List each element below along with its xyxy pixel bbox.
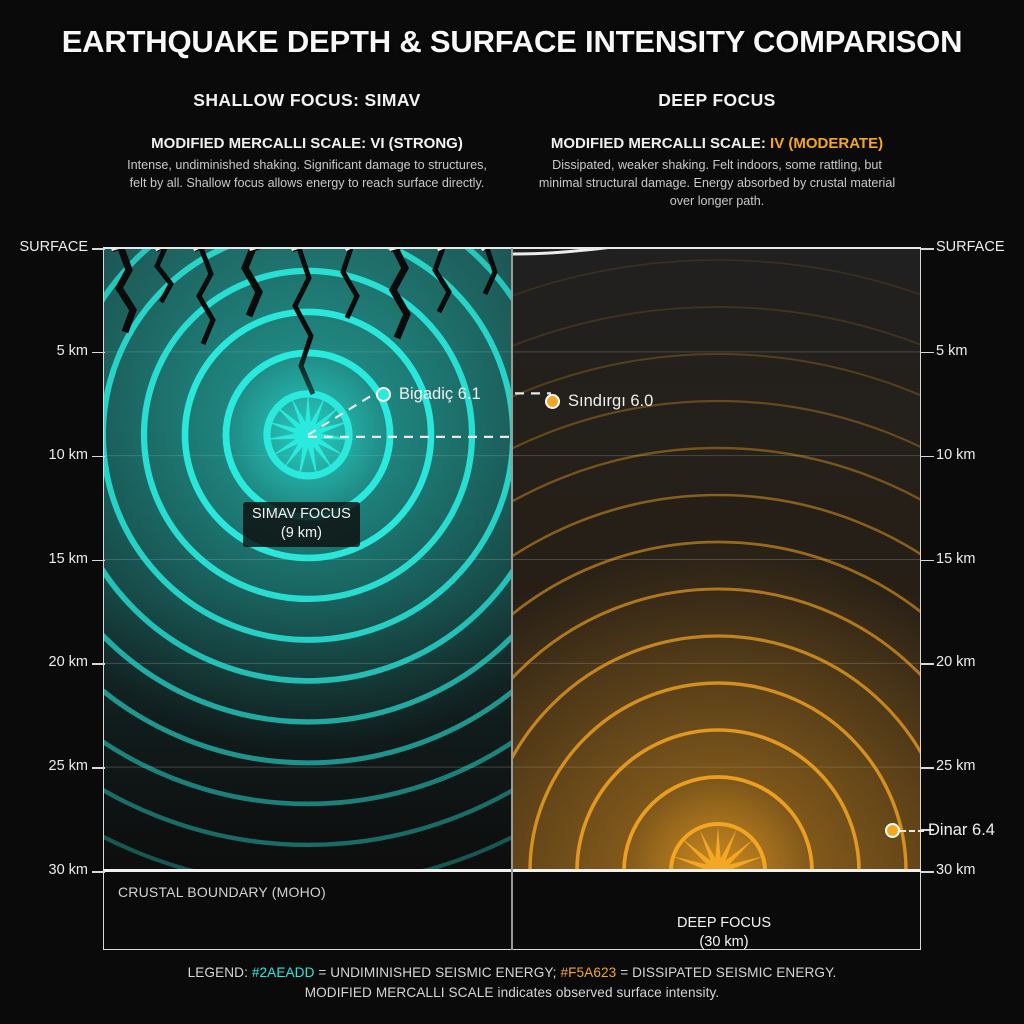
axis-tick-mark-dinar	[921, 829, 934, 831]
axis-tick-label-right-0: SURFACE	[936, 239, 1005, 255]
right-mmi-prefix: MODIFIED MERCALLI SCALE:	[550, 135, 766, 152]
deep-focus-label: DEEP FOCUS (30 km)	[668, 911, 780, 956]
left-panel-title: SHALLOW FOCUS: SIMAV	[193, 90, 421, 110]
axis-tick-mark-right-3	[921, 559, 934, 561]
axis-tick-mark-right-2	[921, 455, 934, 458]
leader-dash	[900, 829, 924, 832]
deep-focus-starburst	[625, 778, 811, 871]
axis-tick-label-right-1: 5 km	[936, 342, 968, 359]
axis-tick-mark-left-5	[92, 767, 105, 769]
marker-dinar[interactable]: Dinar 6.4	[885, 821, 995, 840]
axis-tick-label-left-6: 30 km	[48, 862, 89, 878]
marker-bigadic-label: Bigadiç 6.1	[399, 385, 481, 403]
axis-tick-label-left-2: 10 km	[48, 446, 89, 463]
right-mmi-line: MODIFIED MERCALLI SCALE: IV (MODERATE)	[513, 135, 921, 152]
axis-tick-mark-right-4	[921, 663, 934, 665]
axis-tick-mark-right-1	[921, 351, 934, 354]
page-title: EARTHQUAKE DEPTH & SURFACE INTENSITY COM…	[61, 24, 963, 59]
seismic-cross-section	[103, 248, 921, 871]
simav-focus-label: SIMAV FOCUS (9 km)	[243, 502, 360, 547]
axis-tick-label-left-0: SURFACE	[19, 239, 89, 255]
event-dot-icon	[376, 387, 391, 402]
marker-dinar-label: Dinar 6.4	[928, 821, 995, 839]
legend-color2-hex: #F5A623	[560, 965, 617, 980]
axis-tick-mark-left-2	[92, 455, 105, 458]
left-mmi-prefix: MODIFIED MERCALLI SCALE:	[151, 135, 367, 152]
axis-tick-label-left-1: 5 km	[56, 342, 88, 359]
legend-color1-hex: #2AEADD	[251, 965, 315, 980]
legend-line-2: MODIFIED MERCALLI SCALE indicates observ…	[304, 985, 720, 1001]
axis-tick-mark-left-0	[92, 248, 105, 250]
simav-focus-name: SIMAV FOCUS	[252, 506, 351, 522]
moho-note: CRUSTAL BOUNDARY (MOHO)	[118, 884, 326, 900]
panel-divider	[511, 248, 513, 950]
right-description: Dissipated, weaker shaking. Felt indoors…	[538, 158, 896, 208]
legend: LEGEND: #2AEADD = UNDIMINISHED SEISMIC E…	[0, 963, 1024, 1004]
event-dot-icon	[885, 823, 900, 838]
deep-focus-name: DEEP FOCUS	[677, 915, 772, 931]
axis-tick-mark-right-6	[921, 871, 934, 873]
right-mmi-value: IV (MODERATE)	[770, 135, 884, 152]
axis-tick-label-left-5: 25 km	[48, 758, 89, 775]
event-dot-icon	[545, 394, 560, 409]
marker-leader-lines	[307, 392, 551, 438]
legend-text2: = DISSIPATED SEISMIC ENERGY.	[616, 965, 837, 980]
marker-sindirgi-label: Sındırgı 6.0	[568, 392, 654, 410]
axis-tick-label-left-3: 15 km	[48, 550, 89, 567]
legend-prefix: LEGEND:	[187, 965, 252, 980]
axis-tick-mark-left-6	[92, 871, 105, 873]
axis-tick-label-right-5: 25 km	[936, 758, 976, 775]
marker-bigadic[interactable]: Bigadiç 6.1	[376, 385, 481, 404]
surface-fracture-cracks	[111, 248, 498, 395]
deep-wave-rings	[513, 259, 921, 871]
legend-line-1: LEGEND: #2AEADD = UNDIMINISHED SEISMIC E…	[0, 963, 1024, 983]
marker-sindirgi[interactable]: Sındırgı 6.0	[545, 392, 653, 411]
legend-text1: = UNDIMINISHED SEISMIC ENERGY;	[314, 965, 561, 980]
left-panel-header: SHALLOW FOCUS: SIMAV MODIFIED MERCALLI S…	[103, 90, 511, 193]
left-mmi-value: VI (STRONG)	[370, 135, 463, 152]
axis-tick-label-right-3: 15 km	[936, 550, 976, 567]
right-panel-title: DEEP FOCUS	[658, 90, 776, 110]
left-description: Intense, undiminished shaking. Significa…	[127, 158, 487, 190]
deep-focus-depth: (30 km)	[699, 933, 749, 950]
axis-tick-label-right-4: 20 km	[936, 654, 976, 671]
axis-tick-label-left-4: 20 km	[48, 654, 89, 671]
right-panel-header: DEEP FOCUS MODIFIED MERCALLI SCALE: IV (…	[513, 90, 921, 211]
axis-tick-label-right-6: 30 km	[936, 862, 976, 878]
axis-tick-mark-left-1	[92, 351, 105, 354]
axis-tick-mark-left-3	[92, 559, 105, 561]
axis-tick-mark-left-4	[92, 663, 105, 665]
simav-focus-depth: (9 km)	[280, 524, 322, 541]
axis-tick-mark-right-5	[921, 767, 934, 769]
left-mmi-line: MODIFIED MERCALLI SCALE: VI (STRONG)	[103, 135, 511, 152]
axis-tick-label-right-2: 10 km	[936, 446, 976, 463]
axis-tick-mark-right-0	[921, 248, 934, 250]
